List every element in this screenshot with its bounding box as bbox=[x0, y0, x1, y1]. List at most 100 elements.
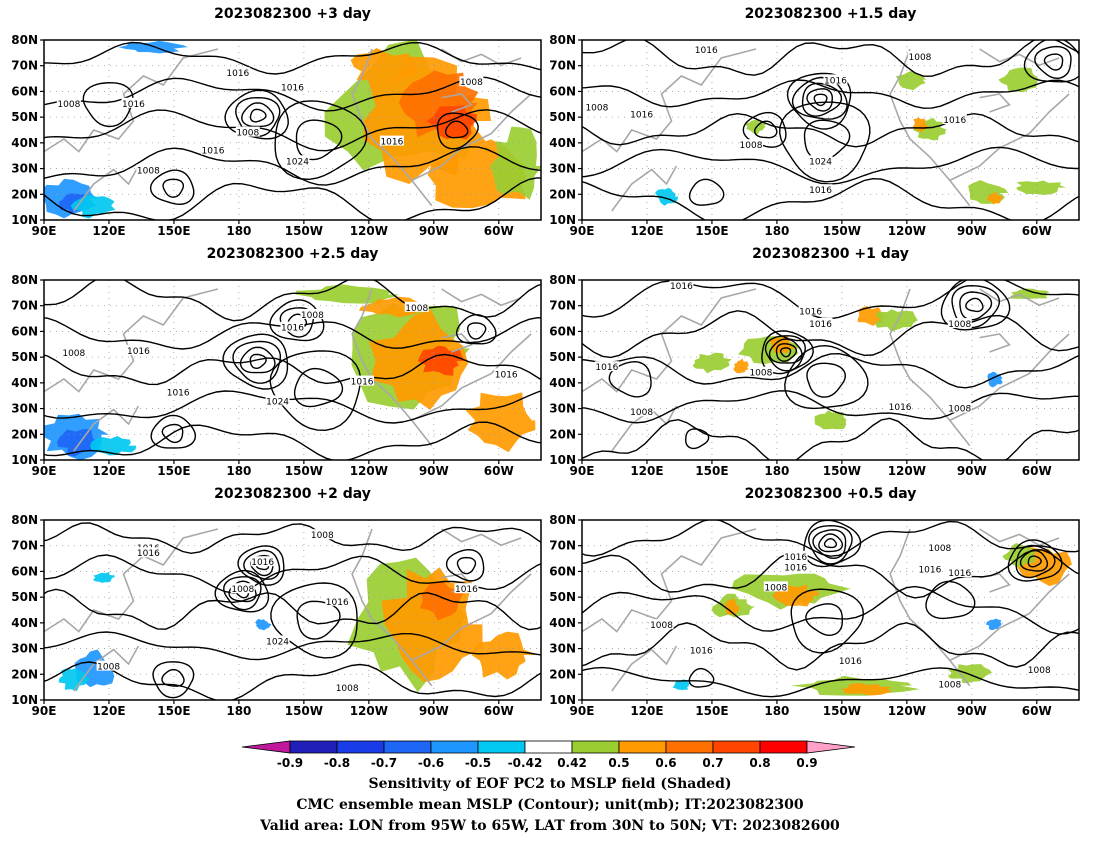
mslp-contour bbox=[753, 120, 778, 139]
lon-label: 120W bbox=[350, 704, 388, 718]
mslp-contour bbox=[152, 661, 195, 699]
mslp-contour bbox=[813, 93, 828, 107]
coastline bbox=[351, 48, 433, 207]
mslp-contour bbox=[235, 96, 281, 138]
contour-label: 1008 bbox=[97, 663, 120, 673]
contour-label: 1016 bbox=[226, 69, 249, 79]
mslp-contour bbox=[270, 582, 358, 659]
contour-label: 1008 bbox=[460, 78, 483, 88]
lon-label: 90W bbox=[957, 704, 987, 718]
contour-label: 1008 bbox=[749, 369, 772, 379]
mslp-contour bbox=[269, 299, 325, 342]
mslp-contour bbox=[806, 362, 847, 398]
contour-label: 1016 bbox=[380, 138, 403, 148]
mslp-contour bbox=[582, 352, 1079, 389]
lat-label: 50N bbox=[11, 350, 38, 364]
colorbar-tick-label: -0.8 bbox=[324, 756, 350, 770]
lat-label: 80N bbox=[11, 33, 38, 47]
contour-label: 1008 bbox=[948, 320, 971, 330]
lat-label: 10N bbox=[11, 453, 38, 467]
lat-label: 20N bbox=[549, 427, 576, 441]
contour-label: 1008 bbox=[1028, 666, 1051, 676]
mslp-contour bbox=[214, 569, 270, 613]
contour-label: 1016 bbox=[943, 116, 966, 126]
panel-title: 2023082300 +1 day bbox=[752, 246, 909, 262]
coastline bbox=[949, 93, 1070, 182]
mslp-contour bbox=[761, 330, 814, 375]
mslp-contour bbox=[582, 417, 1079, 460]
mslp-contour bbox=[808, 524, 853, 565]
sensitivity-shading bbox=[814, 410, 848, 430]
coastline bbox=[889, 528, 971, 687]
lat-label: 70N bbox=[11, 299, 38, 313]
contour-label: 1008 bbox=[585, 103, 608, 113]
lat-label: 30N bbox=[11, 402, 38, 416]
lon-label: 120E bbox=[630, 704, 663, 718]
mslp-contour bbox=[803, 520, 862, 568]
mslp-contour bbox=[582, 585, 1079, 635]
colorbar-segment bbox=[524, 740, 573, 754]
lat-label: 50N bbox=[549, 590, 576, 604]
sensitivity-shading bbox=[998, 67, 1041, 93]
mslp-contour bbox=[279, 307, 314, 338]
map-background bbox=[582, 280, 1079, 460]
map-area: 1008 1008 1016 1016 1008 1016 1024 1016 1016 bbox=[44, 280, 541, 460]
colorbar-segment bbox=[618, 740, 667, 754]
contour-label: 1008 bbox=[137, 166, 160, 176]
mslp-contour bbox=[688, 178, 725, 206]
mslp-contour bbox=[582, 520, 1079, 557]
mslp-contour bbox=[764, 335, 806, 372]
coastline bbox=[889, 48, 971, 207]
mslp-contour bbox=[1043, 53, 1064, 71]
coastline bbox=[582, 48, 757, 153]
mslp-contour bbox=[241, 102, 275, 128]
contour-label: 1016 bbox=[137, 549, 160, 559]
map-frame bbox=[581, 39, 1080, 221]
mslp-contour bbox=[44, 554, 541, 594]
mslp-contour bbox=[228, 580, 257, 603]
mslp-contour bbox=[293, 367, 344, 408]
mslp-contour bbox=[582, 666, 1079, 698]
colorbar-tick-label: 0.8 bbox=[749, 756, 770, 770]
sensitivity-shading bbox=[874, 309, 919, 332]
coastline bbox=[582, 528, 757, 633]
coastline bbox=[979, 528, 1060, 547]
coastline bbox=[611, 645, 678, 692]
mslp-contour bbox=[806, 88, 834, 112]
sensitivity-shading bbox=[985, 618, 1003, 630]
mslp-contour bbox=[778, 101, 871, 183]
mslp-contour bbox=[779, 347, 792, 358]
colorbar-tick-label: -0.6 bbox=[418, 756, 444, 770]
colorbar-segment bbox=[759, 740, 808, 754]
mslp-contour bbox=[775, 342, 798, 362]
coastline bbox=[411, 573, 532, 662]
mslp-contour bbox=[1019, 550, 1049, 572]
colorbar-segment bbox=[383, 740, 432, 754]
panel-title: 2023082300 +2.5 day bbox=[207, 246, 379, 262]
lat-label: 80N bbox=[549, 513, 576, 527]
lat-label: 30N bbox=[549, 162, 576, 176]
mslp-contour bbox=[582, 390, 1079, 424]
contour-label: 1024 bbox=[266, 397, 289, 407]
contour-label: 1016 bbox=[202, 147, 225, 157]
contour-label: 1008 bbox=[630, 408, 653, 418]
mslp-contour bbox=[436, 112, 479, 150]
lon-label: 180 bbox=[764, 464, 789, 478]
coastline bbox=[979, 93, 1011, 113]
lon-label: 150W bbox=[823, 224, 861, 238]
lon-label: 90W bbox=[419, 224, 449, 238]
lat-label: 10N bbox=[549, 213, 576, 227]
lat-label: 60N bbox=[11, 324, 38, 338]
coastline bbox=[44, 48, 219, 153]
map-frame bbox=[581, 279, 1080, 461]
colorbar-low-extend bbox=[241, 740, 291, 754]
lon-label: 150W bbox=[823, 704, 861, 718]
mslp-contour bbox=[44, 421, 541, 460]
mslp-contour bbox=[274, 100, 368, 181]
lon-label: 60W bbox=[1022, 464, 1052, 478]
contour-label: 1016 bbox=[918, 565, 941, 575]
sensitivity-shading bbox=[692, 352, 732, 374]
sensitivity-shading bbox=[912, 117, 928, 133]
lat-label: 80N bbox=[549, 273, 576, 287]
